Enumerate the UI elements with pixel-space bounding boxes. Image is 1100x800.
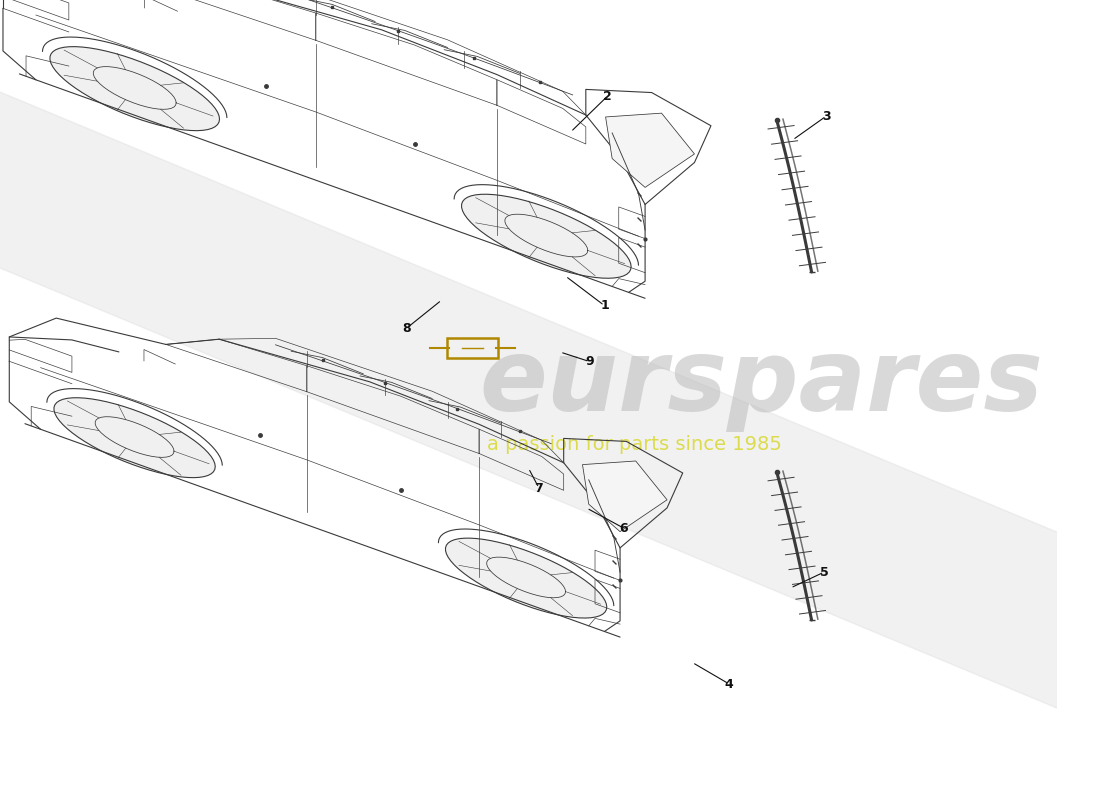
- Text: 9: 9: [585, 355, 594, 368]
- Text: 6: 6: [619, 522, 628, 534]
- Text: 3: 3: [822, 110, 830, 122]
- Text: 1: 1: [601, 299, 608, 312]
- Polygon shape: [54, 398, 216, 478]
- Text: 7: 7: [535, 482, 543, 494]
- Text: 8: 8: [403, 322, 411, 334]
- Text: eurspares: eurspares: [478, 335, 1043, 433]
- Text: 4: 4: [725, 678, 734, 690]
- Polygon shape: [606, 113, 694, 187]
- Polygon shape: [50, 46, 220, 130]
- Polygon shape: [446, 538, 607, 618]
- Polygon shape: [462, 194, 631, 278]
- Text: a passion for parts since 1985: a passion for parts since 1985: [486, 434, 781, 454]
- Text: 5: 5: [820, 566, 828, 578]
- Polygon shape: [583, 461, 667, 532]
- Text: 2: 2: [603, 90, 612, 102]
